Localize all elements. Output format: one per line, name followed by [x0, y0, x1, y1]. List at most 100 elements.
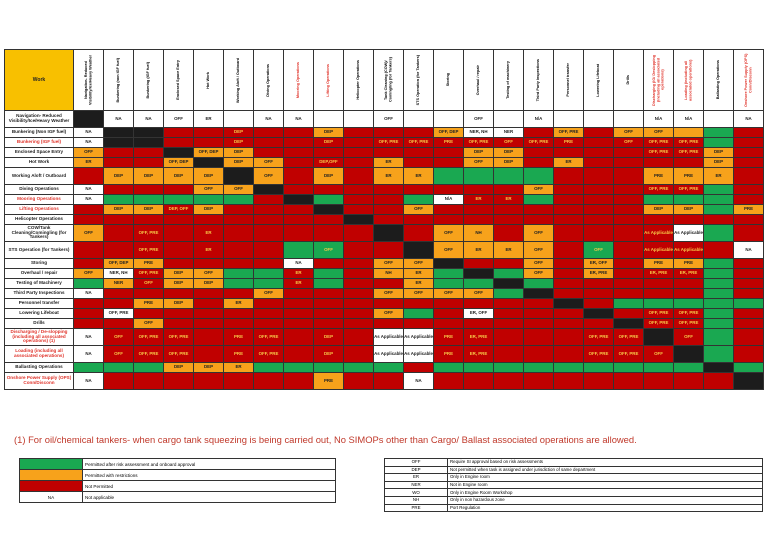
- matrix-cell: [733, 372, 764, 390]
- matrix-cell: [343, 268, 374, 279]
- matrix-cell: [433, 278, 464, 289]
- column-header: Drills: [613, 49, 644, 111]
- matrix-cell: NA: [103, 110, 134, 128]
- row-header: Third Party Inspections: [4, 288, 74, 299]
- matrix-cell: [103, 298, 134, 309]
- matrix-cell: [373, 362, 404, 373]
- matrix-cell: OFF, PRE: [103, 308, 134, 319]
- matrix-row: Diving Operations NA OFF OFF OFF OFF, PRE OFF,…: [4, 184, 764, 195]
- matrix-cell: [403, 308, 434, 319]
- legend-description: Not permitted when task is assigned unde…: [447, 465, 763, 475]
- matrix-cell: [493, 278, 524, 289]
- column-header: Personnel transfer: [553, 49, 584, 111]
- matrix-cell: [523, 127, 554, 138]
- matrix-cell: [373, 184, 404, 195]
- matrix-cell: OFF: [313, 241, 344, 259]
- matrix-cell: PRE: [313, 372, 344, 390]
- matrix-cell: [703, 372, 734, 390]
- matrix-cell: [343, 214, 374, 225]
- legend-description: Not in Engine room: [447, 480, 763, 490]
- column-header: Bunkering (non IGF fuel): [103, 49, 134, 111]
- matrix-cell: As Applicable: [643, 224, 674, 242]
- matrix-cell: [523, 298, 554, 309]
- matrix-cell: [613, 288, 644, 299]
- legend-label: Permitted with restrictions: [82, 469, 336, 481]
- matrix-cell: OFF, PRE: [673, 308, 704, 319]
- matrix-cell: NH: [373, 268, 404, 279]
- legend-code: NER: [384, 480, 448, 490]
- column-header: Mooring Operations: [283, 49, 314, 111]
- matrix-cell: [283, 157, 314, 168]
- matrix-cell: ER: [373, 167, 404, 185]
- code-legend-row: NER Not in Engine room: [384, 480, 763, 490]
- matrix-cell: [493, 224, 524, 242]
- column-header-label: Navigation- Reduced Visibility/Ice/Heavy…: [84, 54, 93, 106]
- column-header-label: Overhaul / repair: [476, 64, 481, 96]
- matrix-cell: [673, 157, 704, 168]
- matrix-cell: DEP: [163, 298, 194, 309]
- row-header: Overhaul / repair: [4, 268, 74, 279]
- column-header: Storing: [433, 49, 464, 111]
- matrix-cell: N/A: [673, 110, 704, 128]
- matrix-cell: [223, 241, 254, 259]
- matrix-cell: As Applicable: [373, 345, 404, 363]
- matrix-cell: ER: [463, 194, 494, 205]
- matrix-cell: PRE: [643, 258, 674, 269]
- matrix-cell: [313, 298, 344, 309]
- matrix-cell: OFF, PRE: [133, 268, 164, 279]
- matrix-cell: [223, 278, 254, 289]
- matrix-cell: [733, 268, 764, 279]
- matrix-cell: As Applicable: [643, 241, 674, 259]
- matrix-cell: [343, 288, 374, 299]
- row-header: Onshore Power Supply (OPS) Conn/Disconn: [4, 372, 74, 390]
- matrix-cell: [253, 318, 284, 329]
- matrix-cell: OFF, PRE: [373, 137, 404, 148]
- matrix-cell: [733, 137, 764, 148]
- matrix-cell: OFF: [73, 224, 104, 242]
- column-header-label: Third Party Inspections: [536, 58, 541, 102]
- matrix-cell: [133, 194, 164, 205]
- matrix-cell: ER: [403, 268, 434, 279]
- matrix-cell: [523, 167, 554, 185]
- column-header-label: Mooring Operations: [296, 61, 301, 99]
- matrix-cell: [493, 184, 524, 195]
- matrix-row: Bunkering (IGF fuel) NA DEP DEP OFF, PRE OFF,…: [4, 137, 764, 148]
- matrix-cell: [163, 258, 194, 269]
- matrix-cell: As Applicable: [673, 241, 704, 259]
- matrix-cell: [133, 147, 164, 158]
- matrix-cell: [283, 167, 314, 185]
- matrix-cell: [673, 372, 704, 390]
- matrix-cell: OFF: [403, 258, 434, 269]
- column-header: Ballasting Operations: [703, 49, 734, 111]
- matrix-cell: [493, 318, 524, 329]
- legend-code: ER: [384, 473, 448, 482]
- column-header-label: Hot Work: [206, 71, 211, 89]
- matrix-cell: DEP, OFF: [163, 204, 194, 215]
- matrix-cell: [163, 318, 194, 329]
- matrix-cell: [493, 258, 524, 269]
- matrix-cell: [703, 204, 734, 215]
- matrix-cell: [313, 204, 344, 215]
- matrix-cell: [193, 194, 224, 205]
- column-header-label: Diving Operations: [266, 63, 271, 97]
- matrix-cell: [613, 224, 644, 242]
- matrix-cell: ER, PRE: [673, 268, 704, 279]
- matrix-cell: DEP: [193, 362, 224, 373]
- matrix-cell: [103, 372, 134, 390]
- matrix-cell: OFF: [133, 318, 164, 329]
- matrix-cell: [73, 167, 104, 185]
- matrix-cell: [433, 204, 464, 215]
- matrix-cell: [193, 372, 224, 390]
- matrix-cell: [163, 127, 194, 138]
- code-legend-row: OFF Require SI approval based on risk ass…: [384, 458, 763, 467]
- matrix-cell: ER: [553, 157, 584, 168]
- matrix-cell: [523, 308, 554, 319]
- legend-swatch: [19, 480, 83, 492]
- matrix-cell: [703, 288, 734, 299]
- matrix-cell: [463, 278, 494, 289]
- matrix-cell: [493, 167, 524, 185]
- matrix-cell: [73, 278, 104, 289]
- matrix-cell: NA: [73, 345, 104, 363]
- row-header: Helicopter Operations: [4, 214, 74, 225]
- matrix-cell: [523, 288, 554, 299]
